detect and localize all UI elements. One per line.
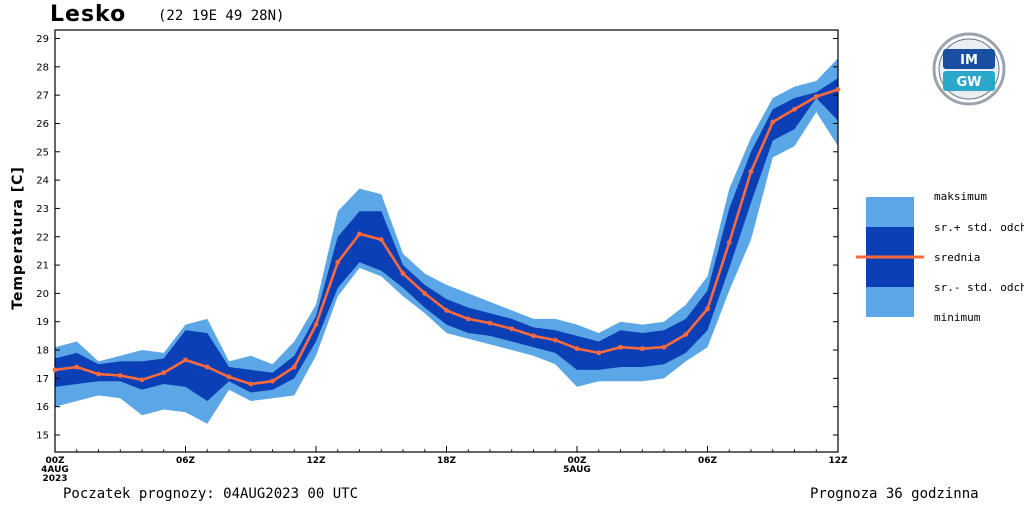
mean-point (204, 364, 210, 370)
x-tick-label: 06Z (176, 456, 196, 466)
station-title: Lesko (50, 2, 126, 27)
mean-point (661, 344, 667, 350)
legend-label-minus-std: sr.- std. odch. (934, 281, 1024, 294)
mean-point (465, 316, 471, 322)
mean-point (183, 357, 188, 363)
mean-line (52, 87, 841, 387)
mean-point (444, 307, 449, 313)
legend-swatch-max (866, 197, 914, 227)
mean-point (378, 237, 384, 242)
y-tick-label: 21 (36, 261, 49, 272)
legend-label-mean: srednia (934, 251, 980, 264)
y-tick-label: 18 (36, 346, 49, 357)
forecast-range: Prognoza 36 godzinna (810, 486, 979, 502)
logo-text-bottom: GW (956, 75, 981, 90)
mean-point (117, 373, 123, 378)
mean-point (813, 94, 819, 99)
mean-point (574, 346, 580, 352)
mean-point (748, 169, 754, 175)
mean-point (596, 350, 602, 356)
y-tick-label: 19 (36, 317, 49, 328)
x-tick-label: 00Z (567, 456, 587, 466)
y-tick-label: 16 (36, 402, 49, 413)
mean-point (683, 332, 689, 337)
x-tick-label: 12Z (828, 456, 848, 466)
mean-point (161, 370, 167, 376)
mean-point (96, 371, 101, 377)
mean-point (270, 378, 275, 384)
mean-point (531, 333, 536, 339)
x-tick-date: 4AUG (41, 465, 69, 475)
x-tick-label: 06Z (698, 456, 718, 466)
mean-point (639, 346, 645, 352)
legend-label-max: maksimum (934, 190, 987, 203)
x-tick-label: 12Z (306, 456, 326, 466)
mean-point (705, 306, 710, 312)
mean-point (400, 271, 406, 276)
mean-point (74, 364, 80, 370)
mean-point (357, 231, 362, 237)
y-tick-label: 27 (36, 91, 49, 102)
station-coords: (22 19E 49 28N) (158, 8, 284, 24)
y-tick-label: 15 (36, 431, 49, 442)
y-tick-label: 17 (36, 374, 49, 385)
band-min-max (55, 58, 838, 424)
band-std (55, 78, 838, 401)
mean-point (552, 337, 558, 343)
mean-point (509, 326, 515, 332)
forecast-bands (55, 58, 838, 424)
mean-point (313, 322, 319, 327)
x-tick-date: 5AUG (563, 465, 591, 475)
mean-point (52, 367, 58, 373)
legend: maksimum sr.+ std. odch. srednia sr.- st… (856, 190, 1024, 324)
y-tick-label: 23 (36, 204, 49, 215)
mean-point (792, 106, 797, 112)
mean-point (487, 320, 493, 326)
mean-point (226, 374, 232, 380)
mean-point (139, 377, 145, 383)
x-tick-label: 00Z (45, 456, 65, 466)
forecast-start: Poczatek prognozy: 04AUG2023 00 UTC (63, 486, 358, 502)
logo-text-top: IM (960, 53, 978, 68)
y-tick-label: 29 (36, 34, 49, 45)
imgw-logo: IM GW (932, 32, 1006, 106)
x-tick-label: 18Z (437, 456, 457, 466)
y-tick-label: 28 (36, 62, 49, 73)
x-tick-year: 2023 (42, 474, 67, 484)
y-tick-label: 26 (36, 119, 49, 130)
y-tick-label: 24 (36, 176, 49, 187)
legend-swatch-min (866, 287, 914, 317)
mean-point (726, 240, 732, 245)
y-tick-label: 20 (36, 289, 49, 300)
y-tick-label: 25 (36, 147, 49, 158)
y-axis-label: Temperatura [C] (10, 166, 26, 310)
mean-point (422, 290, 428, 296)
mean-point (618, 344, 623, 350)
mean-point (291, 364, 297, 370)
legend-label-plus-std: sr.+ std. odch. (934, 221, 1024, 234)
mean-point (248, 381, 254, 387)
legend-label-min: minimum (934, 311, 981, 324)
y-tick-label: 22 (36, 232, 49, 243)
mean-point (835, 87, 841, 92)
axis-ticks: 15161718192021222324252627282900Z4AUG202… (36, 34, 848, 484)
mean-point (335, 259, 341, 265)
mean-point (770, 119, 776, 125)
